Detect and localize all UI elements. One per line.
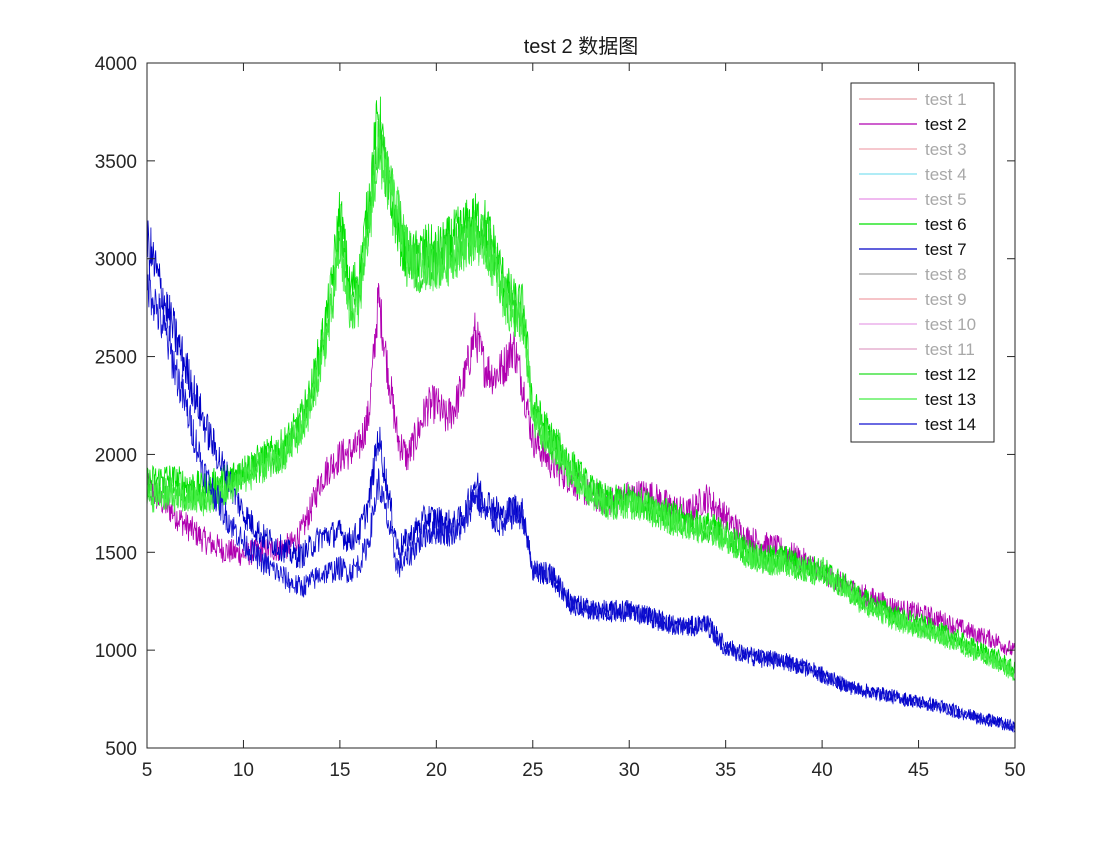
x-axis: 5 10 15 20 25 30 35 40 45 50 (142, 63, 1026, 781)
y-tick-label: 3500 (95, 152, 137, 173)
x-tick-label: 15 (329, 760, 350, 781)
legend-entry-label[interactable]: test 3 (925, 140, 967, 159)
x-tick-label: 30 (619, 760, 640, 781)
y-axis: 500 1000 1500 2000 2500 3000 3500 4000 (95, 54, 1015, 760)
y-tick-label: 3000 (95, 250, 137, 271)
x-tick-label: 20 (426, 760, 447, 781)
legend-entry-label[interactable]: test 5 (925, 190, 967, 209)
x-tick-label: 5 (142, 760, 153, 781)
x-tick-label: 40 (812, 760, 833, 781)
y-tick-label: 4000 (95, 54, 137, 75)
series-line-test-13 (146, 124, 1016, 681)
legend: test 1 test 2 test 3 test 4 test 5 test 6 test… (850, 82, 995, 443)
legend-entry-label[interactable]: test 8 (925, 265, 967, 284)
legend-entry-label[interactable]: test 4 (925, 165, 967, 184)
y-tick-label: 1500 (95, 543, 137, 564)
x-tick-label: 35 (715, 760, 736, 781)
legend-entry-label[interactable]: test 2 (925, 115, 967, 134)
legend-entry-label[interactable]: test 12 (925, 365, 976, 384)
legend-entry-label[interactable]: test 7 (925, 240, 967, 259)
x-tick-label: 10 (233, 760, 254, 781)
y-tick-label: 500 (105, 739, 137, 760)
legend-entry-label[interactable]: test 13 (925, 390, 976, 409)
y-tick-label: 1000 (95, 641, 137, 662)
legend-entry-label[interactable]: test 14 (925, 415, 976, 434)
x-tick-label: 50 (1004, 760, 1025, 781)
chart-title: test 2 数据图 (524, 35, 638, 58)
series-line-test-6 (146, 96, 1016, 676)
series-line-test-7 (146, 220, 1016, 733)
series-layer (146, 96, 1016, 733)
legend-box (850, 82, 995, 443)
legend-entry-label[interactable]: test 6 (925, 215, 967, 234)
legend-entry-label[interactable]: test 11 (925, 340, 975, 359)
y-tick-label: 2000 (95, 445, 137, 466)
y-tick-label: 2500 (95, 348, 137, 369)
plot-frame (146, 62, 1016, 749)
legend-entry-label[interactable]: test 9 (925, 290, 967, 309)
legend-entry-label[interactable]: test 1 (925, 90, 967, 109)
series-line-test-14 (146, 261, 1016, 733)
x-tick-label: 45 (908, 760, 929, 781)
legend-entry-label[interactable]: test 10 (925, 315, 976, 334)
x-tick-label: 25 (522, 760, 543, 781)
